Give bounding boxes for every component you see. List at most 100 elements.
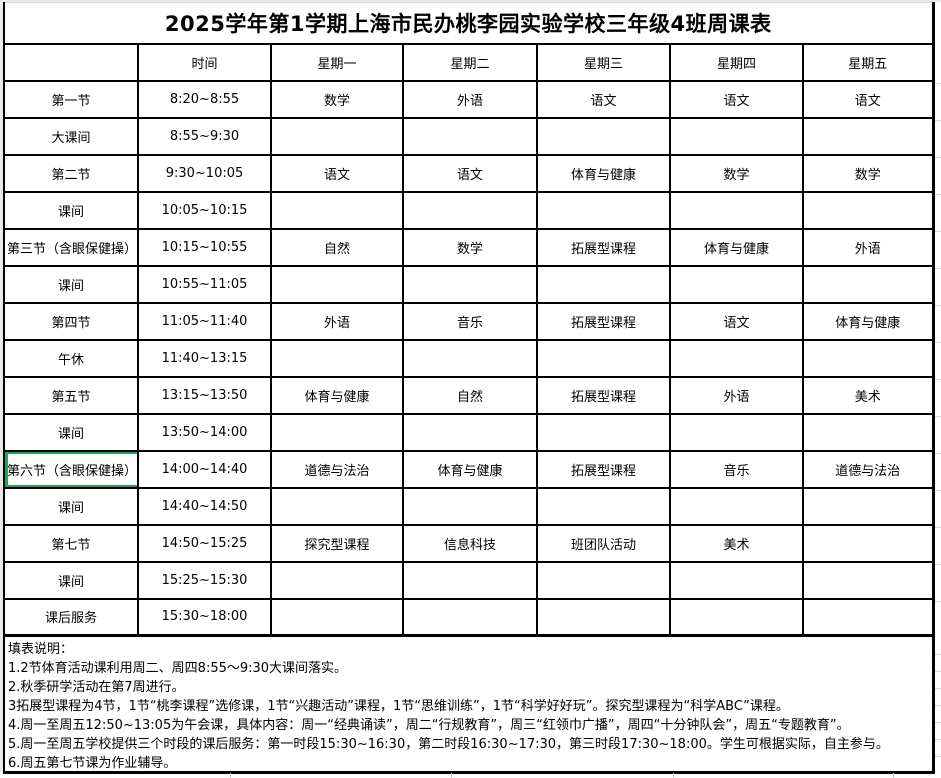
- time-cell[interactable]: 14:00~14:40: [137, 449, 272, 489]
- subject-cell-wednesday[interactable]: [536, 338, 671, 378]
- subject-cell-wednesday[interactable]: 班团队活动: [536, 523, 671, 563]
- subject-cell-thursday[interactable]: [669, 412, 804, 452]
- subject-cell-thursday[interactable]: 外语: [669, 375, 804, 415]
- subject-cell-tuesday[interactable]: [402, 190, 538, 230]
- subject-cell-friday[interactable]: [801, 190, 935, 230]
- time-cell[interactable]: 8:55~9:30: [137, 116, 272, 156]
- subject-cell-friday[interactable]: 语文: [801, 79, 935, 119]
- subject-cell-monday[interactable]: 自然: [270, 227, 404, 267]
- subject-cell-thursday[interactable]: [669, 486, 804, 526]
- subject-cell-tuesday[interactable]: 信息科技: [402, 523, 538, 563]
- period-cell[interactable]: 大课间: [3, 116, 139, 156]
- subject-cell-friday[interactable]: [801, 264, 935, 304]
- subject-cell-wednesday[interactable]: 语文: [536, 79, 671, 119]
- subject-cell-monday[interactable]: 探究型课程: [270, 523, 404, 563]
- subject-cell-tuesday[interactable]: 体育与健康: [402, 449, 538, 489]
- subject-cell-tuesday[interactable]: 音乐: [402, 301, 538, 341]
- subject-cell-thursday[interactable]: [669, 560, 804, 600]
- subject-cell-thursday[interactable]: 体育与健康: [669, 227, 804, 267]
- subject-cell-monday[interactable]: [270, 560, 404, 600]
- subject-cell-wednesday[interactable]: 拓展型课程: [536, 301, 671, 341]
- subject-cell-tuesday[interactable]: [402, 264, 538, 304]
- subject-cell-friday[interactable]: [801, 486, 935, 526]
- subject-cell-thursday[interactable]: 数学: [669, 153, 804, 193]
- subject-cell-wednesday[interactable]: [536, 412, 671, 452]
- subject-cell-tuesday[interactable]: [402, 338, 538, 378]
- corner-cell[interactable]: [3, 42, 139, 82]
- subject-cell-wednesday[interactable]: [536, 190, 671, 230]
- subject-cell-thursday[interactable]: [669, 190, 804, 230]
- period-cell[interactable]: 午休: [3, 338, 139, 378]
- time-cell[interactable]: 14:50~15:25: [137, 523, 272, 563]
- subject-cell-monday[interactable]: 语文: [270, 153, 404, 193]
- period-cell[interactable]: 第三节（含眼保健操）: [3, 227, 139, 267]
- subject-cell-thursday[interactable]: 语文: [669, 301, 804, 341]
- period-cell[interactable]: 课间: [3, 190, 139, 230]
- subject-cell-friday[interactable]: [801, 412, 935, 452]
- subject-cell-wednesday[interactable]: 体育与健康: [536, 153, 671, 193]
- subject-cell-tuesday[interactable]: 语文: [402, 153, 538, 193]
- subject-cell-monday[interactable]: 外语: [270, 301, 404, 341]
- subject-cell-tuesday[interactable]: [402, 597, 538, 637]
- subject-cell-wednesday[interactable]: [536, 597, 671, 637]
- subject-cell-friday[interactable]: 体育与健康: [801, 301, 935, 341]
- subject-cell-monday[interactable]: 数学: [270, 79, 404, 119]
- subject-cell-wednesday[interactable]: [536, 264, 671, 304]
- period-cell[interactable]: 课间: [3, 486, 139, 526]
- subject-cell-tuesday[interactable]: 外语: [402, 79, 538, 119]
- time-cell[interactable]: 8:20~8:55: [137, 79, 272, 119]
- subject-cell-thursday[interactable]: [669, 597, 804, 637]
- header-cell-thursday[interactable]: 星期四: [669, 42, 804, 82]
- header-cell-friday[interactable]: 星期五: [801, 42, 935, 82]
- period-cell[interactable]: 课间: [3, 560, 139, 600]
- subject-cell-friday[interactable]: 外语: [801, 227, 935, 267]
- subject-cell-wednesday[interactable]: [536, 116, 671, 156]
- subject-cell-wednesday[interactable]: [536, 486, 671, 526]
- time-cell[interactable]: 10:05~10:15: [137, 190, 272, 230]
- subject-cell-thursday[interactable]: [669, 264, 804, 304]
- subject-cell-friday[interactable]: 美术: [801, 375, 935, 415]
- subject-cell-friday[interactable]: [801, 560, 935, 600]
- subject-cell-thursday[interactable]: 语文: [669, 79, 804, 119]
- period-cell[interactable]: 课间: [3, 264, 139, 304]
- subject-cell-friday[interactable]: [801, 116, 935, 156]
- period-cell[interactable]: 第四节: [3, 301, 139, 341]
- time-cell[interactable]: 13:15~13:50: [137, 375, 272, 415]
- time-cell[interactable]: 14:40~14:50: [137, 486, 272, 526]
- subject-cell-monday[interactable]: [270, 190, 404, 230]
- subject-cell-thursday[interactable]: 美术: [669, 523, 804, 563]
- subject-cell-thursday[interactable]: 音乐: [669, 449, 804, 489]
- subject-cell-friday[interactable]: [801, 338, 935, 378]
- time-cell[interactable]: 11:05~11:40: [137, 301, 272, 341]
- subject-cell-monday[interactable]: [270, 338, 404, 378]
- time-cell[interactable]: 9:30~10:05: [137, 153, 272, 193]
- subject-cell-friday[interactable]: 数学: [801, 153, 935, 193]
- time-cell[interactable]: 11:40~13:15: [137, 338, 272, 378]
- schedule-title[interactable]: 2025学年第1学期上海市民办桃李园实验学校三年级4班周课表: [2, 2, 935, 45]
- subject-cell-wednesday[interactable]: 拓展型课程: [536, 227, 671, 267]
- time-cell[interactable]: 15:25~15:30: [137, 560, 272, 600]
- subject-cell-tuesday[interactable]: [402, 116, 538, 156]
- subject-cell-monday[interactable]: 体育与健康: [270, 375, 404, 415]
- subject-cell-tuesday[interactable]: 自然: [402, 375, 538, 415]
- subject-cell-friday[interactable]: 道德与法治: [801, 449, 935, 489]
- period-cell[interactable]: 第二节: [3, 153, 139, 193]
- subject-cell-monday[interactable]: [270, 116, 404, 156]
- subject-cell-monday[interactable]: [270, 412, 404, 452]
- header-cell-tuesday[interactable]: 星期二: [402, 42, 538, 82]
- subject-cell-thursday[interactable]: [669, 116, 804, 156]
- subject-cell-tuesday[interactable]: [402, 412, 538, 452]
- header-cell-wednesday[interactable]: 星期三: [536, 42, 671, 82]
- subject-cell-tuesday[interactable]: [402, 560, 538, 600]
- time-cell[interactable]: 13:50~14:00: [137, 412, 272, 452]
- subject-cell-wednesday[interactable]: [536, 560, 671, 600]
- subject-cell-tuesday[interactable]: [402, 486, 538, 526]
- subject-cell-monday[interactable]: [270, 264, 404, 304]
- subject-cell-wednesday[interactable]: 拓展型课程: [536, 375, 671, 415]
- time-cell[interactable]: 10:15~10:55: [137, 227, 272, 267]
- period-cell[interactable]: 课后服务: [3, 597, 139, 637]
- selected-period-cell[interactable]: 第六节（含眼保健操）: [3, 449, 139, 489]
- header-cell-time[interactable]: 时间: [137, 42, 272, 82]
- header-cell-monday[interactable]: 星期一: [270, 42, 404, 82]
- subject-cell-monday[interactable]: [270, 486, 404, 526]
